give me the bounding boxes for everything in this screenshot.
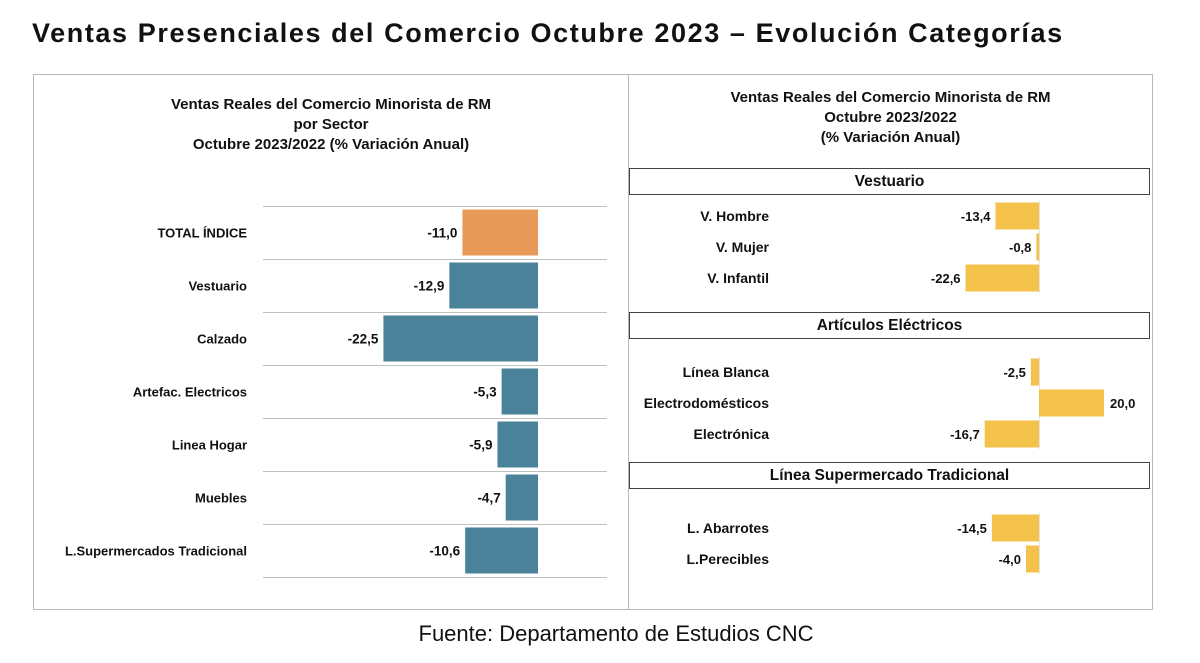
data-label: -5,3 — [473, 385, 497, 400]
left-chart-title: Ventas Reales del Comercio Minorista de … — [34, 95, 628, 155]
category-label: L.Perecibles — [687, 551, 770, 567]
bar-electronica — [984, 420, 1039, 448]
category-label: Muebles — [195, 491, 247, 506]
bar-muebles — [505, 474, 538, 521]
page-title: Ventas Presenciales del Comercio Octubre… — [32, 18, 1064, 48]
category-label: Electrodomésticos — [644, 395, 769, 411]
category-label: L.Supermercados Tradicional — [65, 544, 247, 559]
category-label: Electrónica — [694, 426, 770, 442]
data-label: 20,0 — [1110, 396, 1135, 411]
bar-v-infantil — [965, 264, 1039, 292]
right-chart-title: Ventas Reales del Comercio Minorista de … — [629, 88, 1152, 148]
left-chart-title-line-1: Ventas Reales del Comercio Minorista de … — [170, 96, 492, 113]
category-label: Calzado — [197, 332, 247, 347]
data-label: -10,6 — [429, 544, 460, 559]
data-label: -22,5 — [348, 332, 379, 347]
category-label: V. Hombre — [700, 208, 769, 224]
source-note: Fuente: Departamento de Estudios CNC — [418, 621, 814, 646]
data-label: -0,8 — [1009, 240, 1031, 255]
data-label: -22,6 — [931, 271, 961, 286]
right-chart-title-line-1: Ventas Reales del Comercio Minorista de … — [730, 89, 1051, 106]
category-label: L. Abarrotes — [687, 520, 769, 536]
bar-linea-blanca — [1030, 358, 1039, 386]
category-label: Linea Hogar — [172, 438, 247, 453]
bar-vestuario — [449, 262, 538, 309]
data-label: -2,5 — [1003, 365, 1025, 380]
category-label: V. Mujer — [716, 239, 770, 255]
data-label: -4,0 — [999, 552, 1021, 567]
data-label: -13,4 — [961, 209, 991, 224]
category-label: TOTAL ÍNDICE — [157, 226, 247, 241]
left-chart-panel: Ventas Reales del Comercio Minorista de … — [33, 74, 629, 610]
category-label: V. Infantil — [707, 270, 769, 286]
right-chart-title-line-3: (% Variación Anual) — [820, 129, 961, 146]
bar-linea-hogar — [497, 421, 538, 468]
category-label: Línea Blanca — [683, 364, 770, 380]
right-chart-title-line-2: Octubre 2023/2022 — [824, 109, 957, 126]
section-header-vestuario: Vestuario — [629, 168, 1150, 195]
left-chart-title-line-2: por Sector — [293, 116, 369, 133]
category-label: Artefac. Electricos — [133, 385, 247, 400]
bar-artefac-electricos — [501, 368, 538, 415]
section-header-articulos-electricos: Artículos Eléctricos — [629, 312, 1150, 339]
bar-l-abarrotes — [991, 514, 1039, 542]
data-label: -14,5 — [957, 521, 987, 536]
bar-v-hombre — [995, 202, 1039, 230]
data-label: -4,7 — [477, 491, 500, 506]
data-label: -5,9 — [469, 438, 492, 453]
sector-bar-chart: TOTAL ÍNDICE -11,0 Vestuario -12,9 Calzado -2… — [65, 206, 607, 578]
section-header-linea-supermercado: Línea Supermercado Tradicional — [629, 462, 1150, 489]
subcategory-bar-chart: V. Hombre -13,4 V. Mujer -0,8 V. Infantil -22… — [644, 201, 1135, 574]
bar-calzado — [383, 315, 538, 362]
bar-l-perecibles — [1026, 545, 1039, 573]
data-label: -11,0 — [427, 226, 457, 241]
right-chart-panel: Ventas Reales del Comercio Minorista de … — [628, 74, 1153, 610]
bar-l-supermercados-tradicional — [465, 527, 538, 574]
bar-electrodomesticos — [1039, 389, 1104, 417]
category-label: Vestuario — [188, 279, 247, 294]
data-label: -16,7 — [950, 427, 980, 442]
bar-v-mujer — [1036, 233, 1039, 261]
data-label: -12,9 — [414, 279, 445, 294]
left-chart-title-line-3: Octubre 2023/2022 (% Variación Anual) — [192, 136, 470, 153]
bar-total-indice — [462, 209, 538, 256]
